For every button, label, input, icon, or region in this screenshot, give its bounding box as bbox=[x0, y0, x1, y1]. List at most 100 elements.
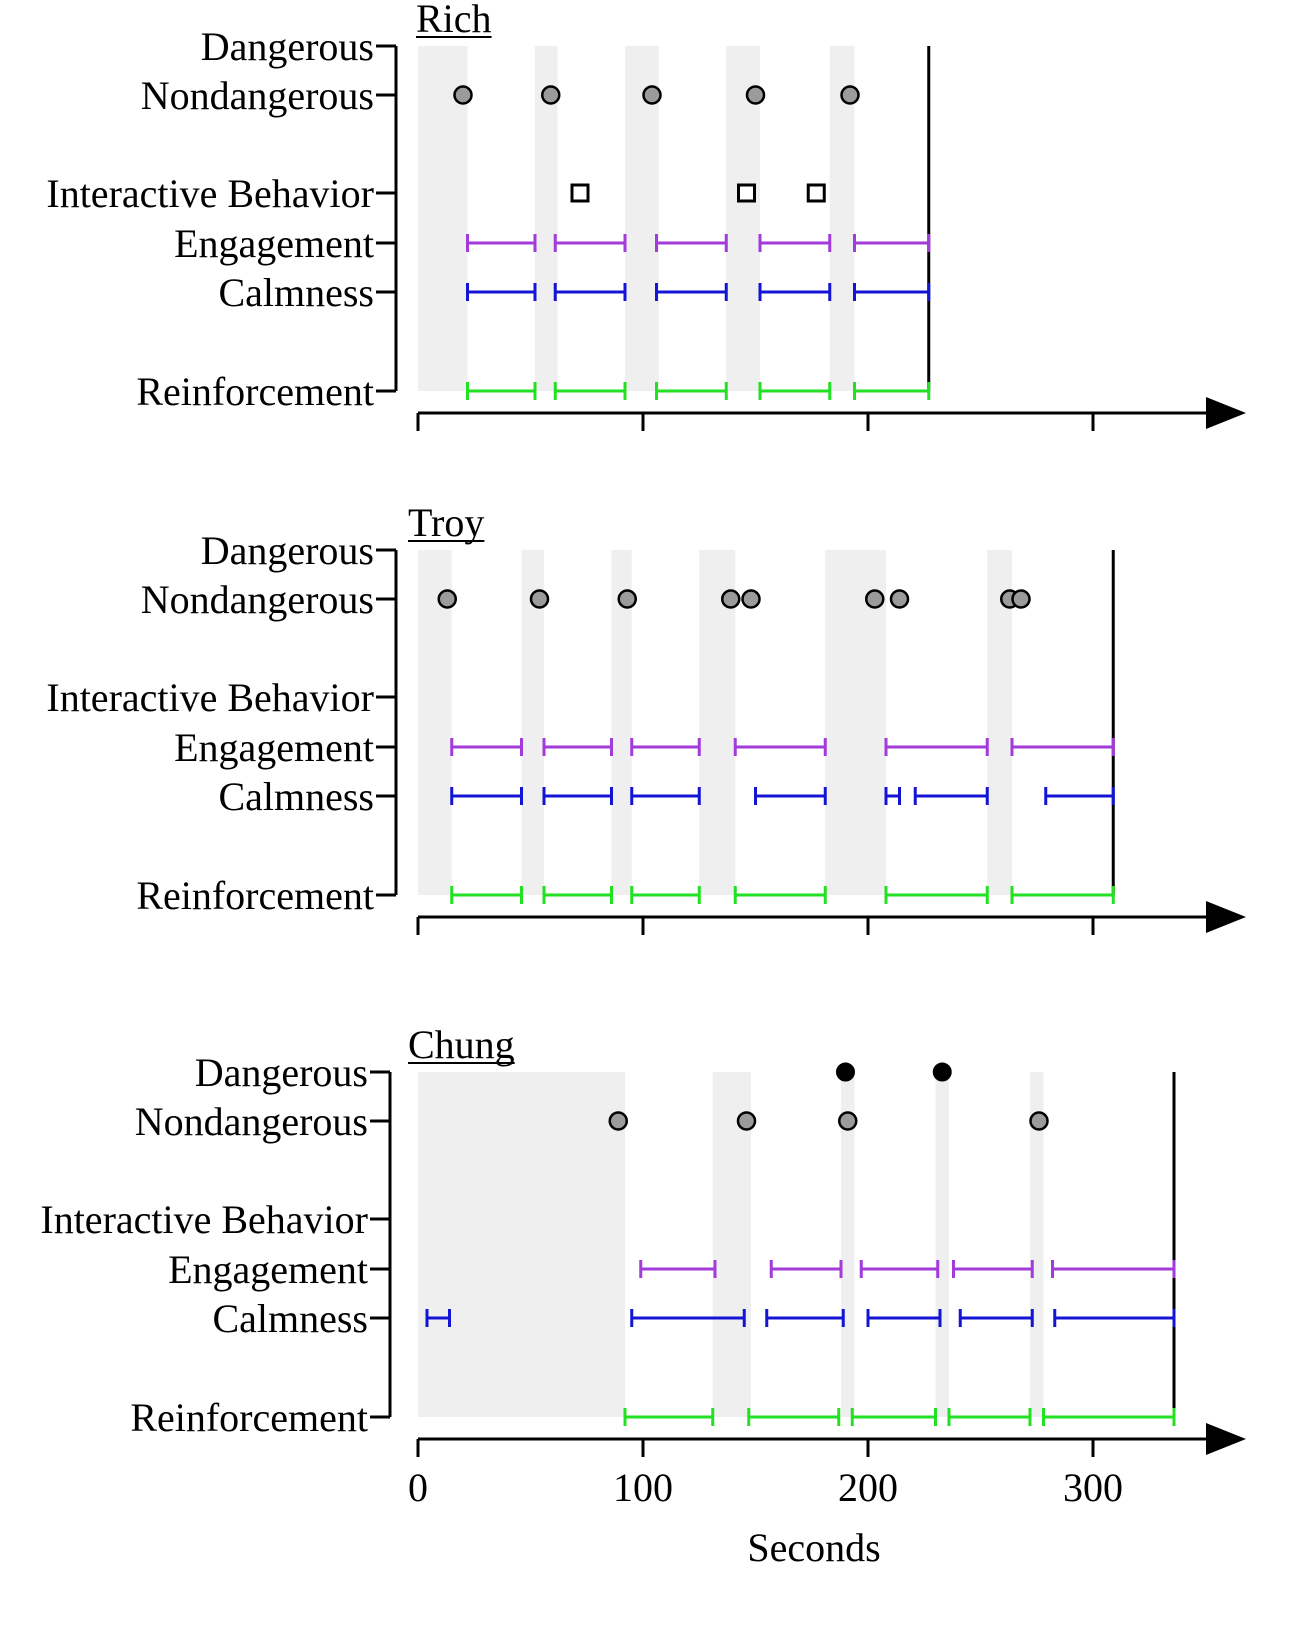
engagement-interval bbox=[1010, 738, 1115, 756]
x-axis-label: Seconds bbox=[747, 1525, 880, 1570]
row-label-dangerous: Dangerous bbox=[201, 24, 374, 69]
reinforcement-interval bbox=[450, 886, 523, 904]
row-label-interactive-behavior: Interactive Behavior bbox=[46, 171, 374, 216]
nondangerous-point bbox=[437, 589, 457, 609]
calmness-interval bbox=[450, 787, 523, 805]
panel-title: Chung bbox=[408, 1022, 515, 1067]
reinforcement-interval bbox=[542, 886, 613, 904]
reinforcement-interval bbox=[553, 382, 627, 400]
nondangerous-point bbox=[617, 589, 637, 609]
calmness-interval bbox=[542, 787, 613, 805]
nondangerous-point bbox=[1011, 589, 1031, 609]
interactive-behavior-point bbox=[806, 183, 826, 203]
reinforcement-interval bbox=[850, 1408, 937, 1426]
calmness-interval bbox=[553, 283, 627, 301]
row-label-nondangerous: Nondangerous bbox=[141, 73, 374, 118]
calmness-interval bbox=[853, 283, 931, 301]
row-label-reinforcement: Reinforcement bbox=[136, 873, 374, 918]
calmness-interval bbox=[425, 1309, 451, 1327]
panel-title: Rich bbox=[416, 0, 492, 41]
interactive-behavior-point bbox=[737, 183, 756, 203]
calmness-interval bbox=[1053, 1309, 1176, 1327]
calmness-interval bbox=[958, 1309, 1034, 1327]
nondangerous-point bbox=[721, 589, 741, 609]
calmness-interval bbox=[630, 787, 701, 805]
engagement-interval bbox=[769, 1260, 843, 1278]
row-label-calmness: Calmness bbox=[218, 270, 374, 315]
engagement-interval bbox=[853, 234, 931, 252]
x-axis-arrowhead bbox=[1206, 1423, 1246, 1455]
nondangerous-point bbox=[889, 589, 910, 609]
reinforcement-interval bbox=[758, 382, 832, 400]
x-tick-label: 200 bbox=[838, 1465, 898, 1510]
calmness-interval bbox=[765, 1309, 845, 1327]
calmness-interval bbox=[758, 283, 832, 301]
engagement-interval bbox=[884, 738, 989, 756]
reinforcement-interval bbox=[884, 886, 989, 904]
nondangerous-point bbox=[736, 1111, 757, 1131]
shaded-interval bbox=[535, 46, 558, 391]
nondangerous-point bbox=[741, 589, 761, 609]
shaded-interval bbox=[1030, 1072, 1044, 1417]
engagement-interval bbox=[859, 1260, 940, 1278]
engagement-interval bbox=[553, 234, 627, 252]
row-label-calmness: Calmness bbox=[212, 1296, 368, 1341]
nondangerous-point bbox=[865, 589, 885, 609]
reinforcement-interval bbox=[1042, 1408, 1176, 1426]
reinforcement-interval bbox=[947, 1408, 1032, 1426]
dangerous-point bbox=[932, 1062, 952, 1082]
panel-title: Troy bbox=[408, 500, 484, 545]
engagement-interval bbox=[542, 738, 613, 756]
shaded-interval bbox=[935, 1072, 949, 1417]
row-label-nondangerous: Nondangerous bbox=[141, 577, 374, 622]
dangerous-point bbox=[836, 1062, 855, 1082]
row-label-interactive-behavior: Interactive Behavior bbox=[46, 675, 374, 720]
reinforcement-interval bbox=[655, 382, 728, 400]
calmness-interval bbox=[754, 787, 827, 805]
calmness-interval bbox=[630, 1309, 746, 1327]
reinforcement-interval bbox=[466, 382, 537, 400]
reinforcement-interval bbox=[630, 886, 701, 904]
nondangerous-point bbox=[1029, 1111, 1049, 1131]
reinforcement-interval bbox=[623, 1408, 715, 1426]
nondangerous-point bbox=[608, 1111, 628, 1131]
engagement-interval bbox=[655, 234, 728, 252]
shaded-interval bbox=[841, 1072, 855, 1417]
calmness-interval bbox=[913, 787, 989, 805]
nondangerous-point bbox=[453, 85, 473, 105]
calmness-interval bbox=[866, 1309, 942, 1327]
nondangerous-point bbox=[642, 85, 662, 105]
x-tick-label: 100 bbox=[613, 1465, 673, 1510]
shaded-interval bbox=[611, 550, 632, 895]
engagement-interval bbox=[952, 1260, 1034, 1278]
reinforcement-interval bbox=[733, 886, 827, 904]
engagement-interval bbox=[639, 1260, 717, 1278]
shaded-interval bbox=[521, 550, 544, 895]
row-label-reinforcement: Reinforcement bbox=[130, 1395, 368, 1440]
nondangerous-point bbox=[745, 85, 766, 105]
row-label-reinforcement: Reinforcement bbox=[136, 369, 374, 414]
calmness-interval bbox=[884, 787, 901, 805]
row-label-nondangerous: Nondangerous bbox=[135, 1099, 368, 1144]
row-label-calmness: Calmness bbox=[218, 774, 374, 819]
reinforcement-interval bbox=[747, 1408, 841, 1426]
nondangerous-point bbox=[838, 1111, 858, 1131]
row-label-engagement: Engagement bbox=[174, 221, 374, 266]
x-tick-label: 0 bbox=[408, 1465, 428, 1510]
engagement-interval bbox=[450, 738, 523, 756]
row-label-engagement: Engagement bbox=[174, 725, 374, 770]
row-label-engagement: Engagement bbox=[168, 1247, 368, 1292]
x-axis-arrowhead bbox=[1206, 397, 1246, 429]
row-label-dangerous: Dangerous bbox=[195, 1050, 368, 1095]
engagement-interval bbox=[630, 738, 701, 756]
engagement-interval bbox=[466, 234, 537, 252]
interactive-behavior-point bbox=[570, 183, 590, 203]
reinforcement-interval bbox=[853, 382, 931, 400]
calmness-interval bbox=[466, 283, 537, 301]
calmness-interval bbox=[1044, 787, 1115, 805]
x-axis-arrowhead bbox=[1206, 901, 1246, 933]
